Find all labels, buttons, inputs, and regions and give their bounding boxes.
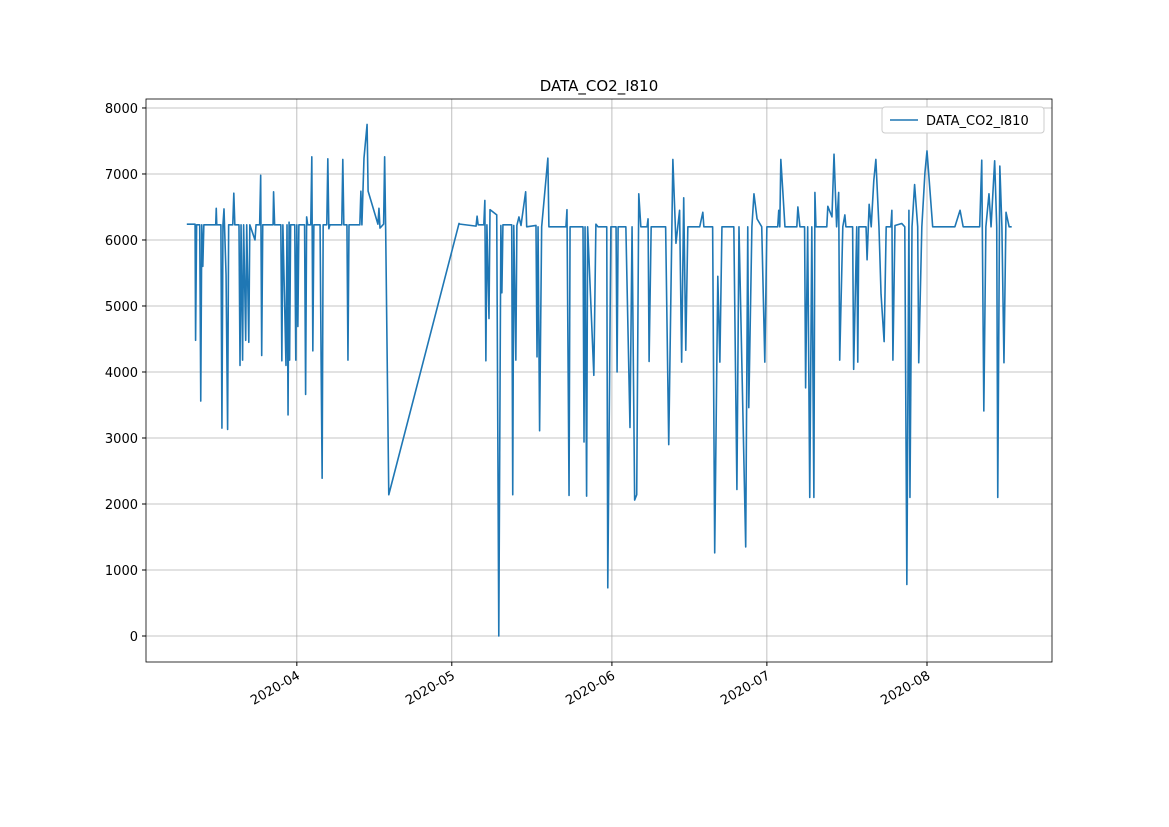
x-tick-label: 2020-06 <box>563 668 618 708</box>
chart-title: DATA_CO2_I810 <box>540 77 659 96</box>
y-tick-label: 6000 <box>105 234 138 249</box>
y-tick-label: 0 <box>130 630 138 645</box>
legend-label: DATA_CO2_I810 <box>926 114 1029 129</box>
x-tick-label: 2020-08 <box>878 668 933 708</box>
y-tick-label: 3000 <box>105 432 138 447</box>
legend-box <box>881 106 1045 134</box>
y-tick-label: 4000 <box>105 366 138 381</box>
x-tick-label: 2020-04 <box>248 668 303 708</box>
y-tick-label: 8000 <box>105 102 138 117</box>
plot-frame <box>145 98 1053 663</box>
y-tick-label: 1000 <box>105 564 138 579</box>
y-tick-label: 5000 <box>105 300 138 315</box>
x-tick-label: 2020-07 <box>718 668 773 708</box>
y-tick-label: 2000 <box>105 498 138 513</box>
y-tick-label: 7000 <box>105 168 138 183</box>
legend: DATA_CO2_I810 <box>881 106 1045 134</box>
data-line <box>186 123 1012 637</box>
x-tick-label: 2020-05 <box>403 668 458 708</box>
